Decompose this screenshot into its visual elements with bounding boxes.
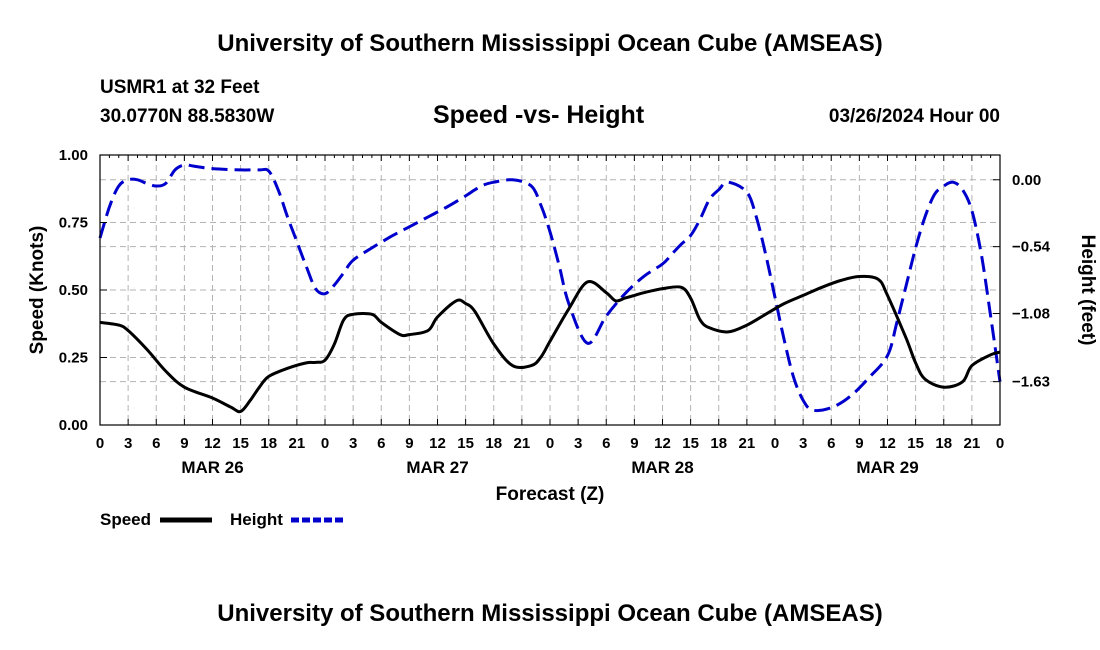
x-tick-label: 21 — [289, 435, 306, 452]
y-tick-label: 0.25 — [59, 350, 88, 367]
x-tick-label: 6 — [827, 435, 835, 452]
x-tick-label: 0 — [321, 435, 329, 452]
axis-labels: 0 3 6 9 12 15 18 21 0 3 6 9 12 15 18 21 0 3 6 9 12 15 18 21 0 3 6 9… — [59, 147, 1051, 477]
x-tick-label: 6 — [152, 435, 160, 452]
x-tick-label: 9 — [855, 435, 863, 452]
x-tick-label: 0 — [546, 435, 554, 452]
x-tick-label: 21 — [739, 435, 756, 452]
legend-height-label: Height — [230, 510, 283, 529]
y2-tick-label: 0.00 — [1012, 172, 1041, 189]
y2-tick-label: −0.54 — [1012, 239, 1051, 256]
x-tick-label: 21 — [964, 435, 981, 452]
axis-ticks — [99, 154, 1001, 426]
x-tick-label: 15 — [907, 435, 924, 452]
x-tick-label: 3 — [574, 435, 582, 452]
y2-tick-label: −1.63 — [1012, 374, 1050, 391]
x-tick-label: 0 — [96, 435, 104, 452]
footer-title: University of Southern Mississippi Ocean… — [217, 600, 883, 627]
x-tick-label: 0 — [771, 435, 779, 452]
x-day-label: MAR 29 — [856, 458, 918, 477]
y-tick-label: 1.00 — [59, 147, 88, 164]
main-title: University of Southern Mississippi Ocean… — [217, 30, 883, 57]
x-tick-label: 12 — [654, 435, 671, 452]
x-tick-label: 9 — [180, 435, 188, 452]
x-tick-label: 15 — [232, 435, 249, 452]
y-tick-label: 0.00 — [59, 417, 88, 434]
y2-tick-label: −1.08 — [1012, 306, 1050, 323]
station-label: USMR1 at 32 Feet — [100, 77, 260, 98]
x-tick-label: 15 — [682, 435, 699, 452]
x-axis-title: Forecast (Z) — [496, 484, 605, 505]
y2-axis-title: Height (feet) — [1077, 235, 1098, 346]
x-tick-label: 18 — [485, 435, 502, 452]
x-tick-label: 9 — [405, 435, 413, 452]
y-tick-label: 0.75 — [59, 215, 88, 232]
x-tick-label: 21 — [514, 435, 531, 452]
chart-subtitle: Speed -vs- Height — [433, 101, 645, 129]
x-tick-label: 3 — [799, 435, 807, 452]
x-tick-label: 18 — [935, 435, 952, 452]
x-tick-label: 3 — [124, 435, 132, 452]
y-axis-title: Speed (Knots) — [27, 226, 48, 355]
x-tick-label: 3 — [349, 435, 357, 452]
x-tick-label: 12 — [879, 435, 896, 452]
x-tick-label: 6 — [377, 435, 385, 452]
series-speed-line — [99, 274, 1001, 414]
x-tick-label: 18 — [710, 435, 727, 452]
legend: Speed Height — [100, 510, 343, 529]
x-tick-label: 6 — [602, 435, 610, 452]
x-tick-label: 12 — [429, 435, 446, 452]
location-label: 30.0770N 88.5830W — [100, 106, 275, 127]
x-tick-label: 12 — [204, 435, 221, 452]
series-height-line — [98, 163, 1002, 413]
legend-speed-label: Speed — [100, 510, 151, 529]
x-tick-label: 15 — [457, 435, 474, 452]
x-day-label: MAR 28 — [631, 458, 693, 477]
date-hour-label: 03/26/2024 Hour 00 — [828, 106, 1000, 127]
y-tick-label: 0.50 — [59, 282, 88, 299]
x-day-label: MAR 26 — [181, 458, 243, 477]
x-tick-label: 9 — [630, 435, 638, 452]
x-tick-label: 0 — [996, 435, 1004, 452]
x-tick-label: 18 — [260, 435, 277, 452]
x-day-label: MAR 27 — [406, 458, 468, 477]
grid-lines — [100, 155, 1000, 425]
series-layer — [98, 163, 1002, 414]
